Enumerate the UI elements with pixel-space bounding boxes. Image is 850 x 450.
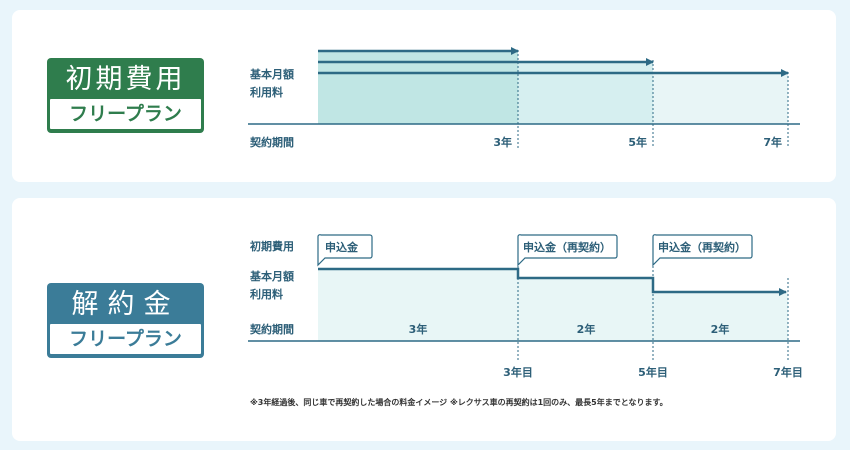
tick-7yr: 7年目 <box>773 365 803 379</box>
svg-text:申込金（再契約）: 申込金（再契約） <box>658 240 746 254</box>
fill-5yr <box>518 62 653 124</box>
footnote: ※3年経過後、同じ車で再契約した場合の料金イメージ ※レクサス車の再契約は1回の… <box>250 398 668 407</box>
label-monthly-2: 利用料 <box>250 287 283 301</box>
initial-cost-diagram: 基本月額 利用料 契約期間 3年 5年 7年 <box>248 47 800 149</box>
initial-cost-badge: 初期費用 フリープラン <box>47 58 204 133</box>
tick-3yr: 3年目 <box>503 365 533 379</box>
callout-reapplication-fee-3yr: 申込金（再契約） <box>517 234 618 267</box>
label-period: 契約期間 <box>249 135 294 149</box>
period-1: 3年 <box>409 322 428 336</box>
tick-5yr: 5年目 <box>638 365 668 379</box>
badge-title: 初期費用 <box>65 64 186 95</box>
svg-text:申込金（再契約）: 申込金（再契約） <box>523 240 611 254</box>
fill-7yr <box>653 73 788 124</box>
cancellation-fee-badge: 解約金 フリープラン <box>47 283 204 358</box>
tick-5yr: 5年 <box>628 135 647 149</box>
tick-3yr: 3年 <box>493 135 512 149</box>
callout-reapplication-fee-5yr: 申込金（再契約） <box>652 234 753 267</box>
fee-area <box>318 269 788 341</box>
label-monthly-2: 利用料 <box>250 85 283 99</box>
label-monthly-1: 基本月額 <box>249 67 294 81</box>
svg-text:申込金: 申込金 <box>325 240 359 254</box>
callout-application-fee: 申込金 <box>317 234 373 267</box>
badge-subtitle: フリープラン <box>50 324 201 354</box>
fee-step-line <box>318 267 787 296</box>
tick-7yr: 7年 <box>763 135 782 149</box>
badge-title: 解約金 <box>71 289 180 320</box>
label-monthly-1: 基本月額 <box>249 269 294 283</box>
badge-subtitle: フリープラン <box>50 99 201 129</box>
period-2: 2年 <box>577 322 596 336</box>
cancellation-fee-diagram: 申込金 申込金（再契約） 申込金（再契約） 初期費用 基本月額 利用料 契約期間… <box>248 234 803 379</box>
period-3: 2年 <box>711 322 730 336</box>
label-period: 契約期間 <box>249 322 294 336</box>
label-initial: 初期費用 <box>250 239 294 253</box>
